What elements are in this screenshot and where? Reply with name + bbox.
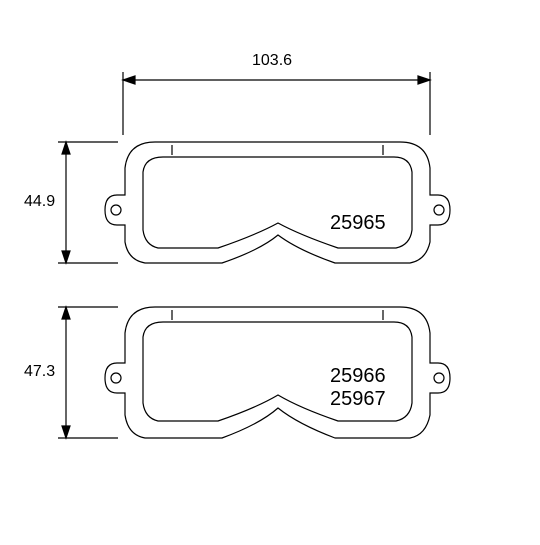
dimension-height-upper xyxy=(58,142,118,263)
part-number-lower-1: 25966 xyxy=(330,365,386,388)
dimension-height-upper-label: 44.9 xyxy=(24,193,55,211)
technical-drawing: 103.6 44.9 47.3 25965 25966 25967 xyxy=(0,0,540,540)
dimension-height-lower xyxy=(58,307,118,438)
part-number-upper: 25965 xyxy=(330,212,386,235)
part-number-lower-2: 25967 xyxy=(330,388,386,411)
drawing-svg xyxy=(0,0,540,540)
dimension-height-lower-label: 47.3 xyxy=(24,363,55,381)
part-upper-pad xyxy=(105,142,450,263)
part-lower-pad xyxy=(105,307,450,438)
dimension-width-label: 103.6 xyxy=(252,52,292,70)
dimension-width xyxy=(123,72,430,135)
